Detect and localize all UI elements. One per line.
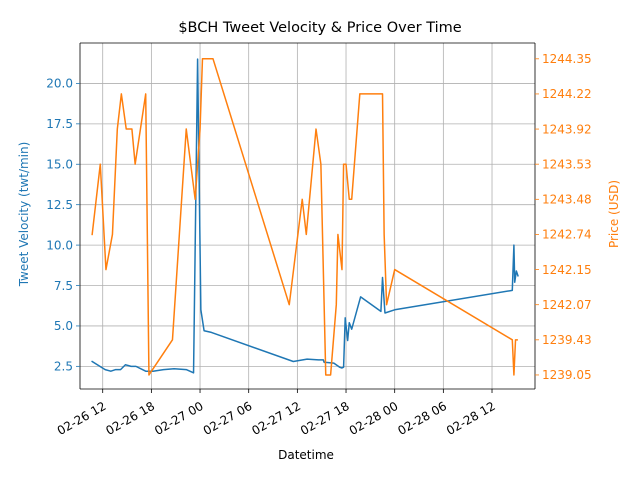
right-axis-label: Price (USD) bbox=[607, 180, 621, 248]
right-tick-label: 1239.05 bbox=[542, 368, 592, 382]
x-tick-label: 02-26 18 bbox=[103, 399, 157, 438]
right-tick-label: 1242.15 bbox=[542, 263, 592, 277]
x-tick-label: 02-28 00 bbox=[347, 399, 401, 438]
left-tick-label: 2.5 bbox=[54, 360, 73, 374]
right-tick-label: 1243.92 bbox=[542, 122, 592, 136]
left-tick-label: 7.5 bbox=[54, 279, 73, 293]
left-tick-label: 15.0 bbox=[46, 158, 73, 172]
price-line bbox=[92, 59, 517, 375]
right-tick-label: 1244.22 bbox=[542, 87, 592, 101]
x-tick-label: 02-28 06 bbox=[395, 399, 449, 438]
right-tick-label: 1242.07 bbox=[542, 298, 592, 312]
left-tick-label: 5.0 bbox=[54, 319, 73, 333]
left-tick-label: 12.5 bbox=[46, 198, 73, 212]
left-axis-label: Tweet Velocity (twt/min) bbox=[17, 142, 31, 288]
x-tick-label: 02-27 00 bbox=[152, 399, 206, 438]
x-axis-label: Datetime bbox=[278, 448, 334, 462]
left-tick-label: 10.0 bbox=[46, 238, 73, 252]
x-tick-label: 02-27 12 bbox=[249, 399, 303, 438]
x-tick-label: 02-27 06 bbox=[201, 399, 255, 438]
chart-title: $BCH Tweet Velocity & Price Over Time bbox=[178, 20, 461, 36]
x-tick-label: 02-27 18 bbox=[298, 399, 352, 438]
left-tick-label: 17.5 bbox=[46, 117, 73, 131]
left-tick-label: 20.0 bbox=[46, 77, 73, 91]
left-axis-ticks: 2.5 5.0 7.5 10.0 12.5 15.0 17.5 20.0 bbox=[46, 77, 80, 374]
right-tick-label: 1242.74 bbox=[542, 228, 592, 242]
right-tick-label: 1244.35 bbox=[542, 52, 592, 66]
x-tick-label: 02-26 12 bbox=[55, 399, 109, 438]
right-tick-label: 1243.48 bbox=[542, 193, 592, 207]
right-tick-label: 1239.43 bbox=[542, 333, 592, 347]
right-axis-ticks: 1239.05 1239.43 1242.07 1242.15 1242.74 1243.… bbox=[535, 52, 592, 382]
right-tick-label: 1243.53 bbox=[542, 157, 592, 171]
x-tick-label: 02-28 12 bbox=[444, 399, 498, 438]
series-lines bbox=[92, 59, 518, 375]
